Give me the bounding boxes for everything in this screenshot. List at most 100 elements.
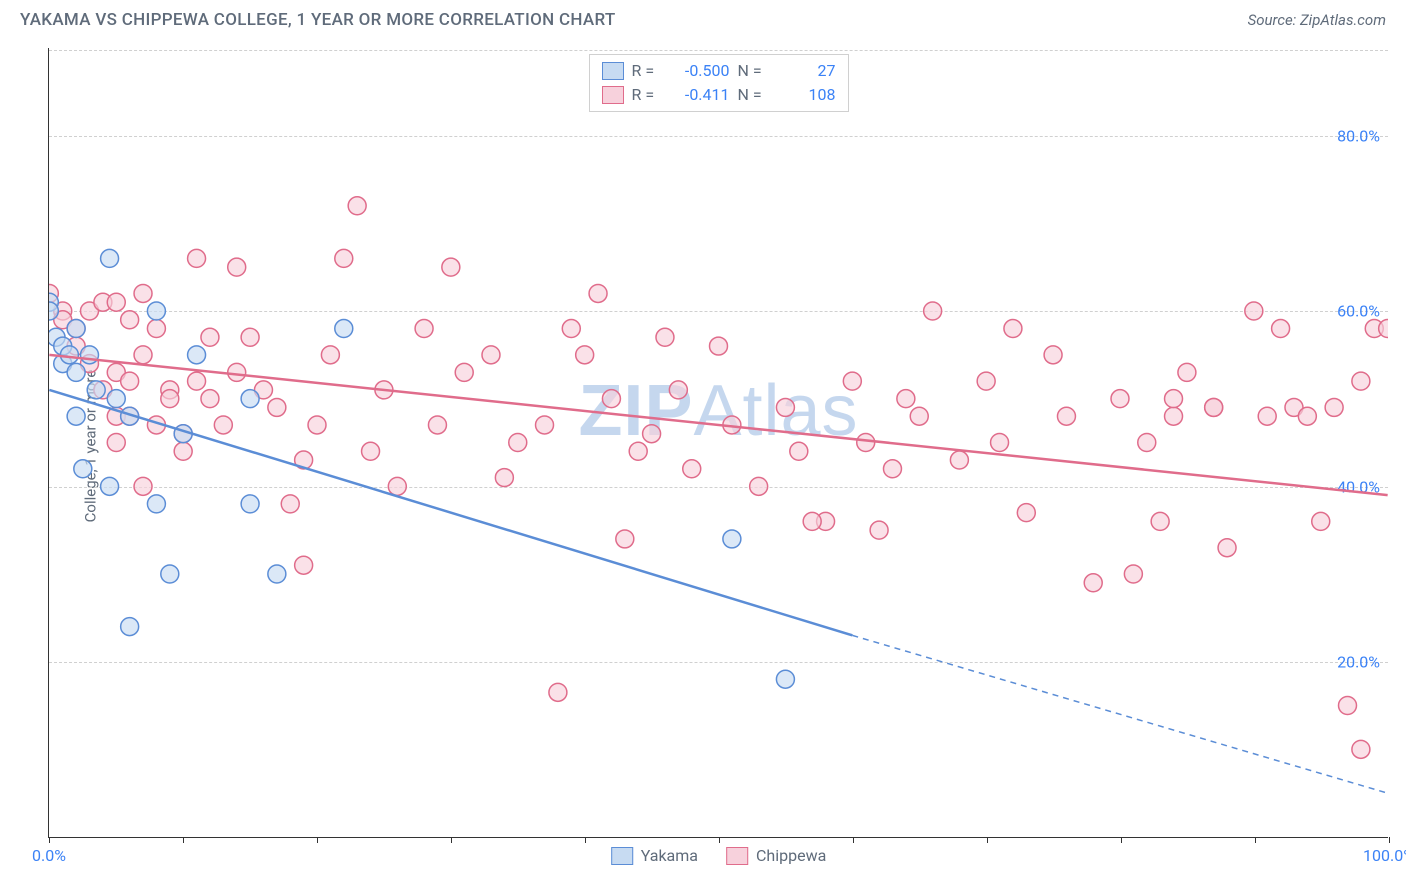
scatter-point <box>241 328 259 346</box>
scatter-point <box>268 565 286 583</box>
scatter-point <box>335 249 353 267</box>
series-legend: Yakama Chippewa <box>611 846 827 865</box>
scatter-point <box>1057 407 1075 425</box>
trend-line-yakama-extrapolated <box>852 635 1387 793</box>
scatter-point <box>950 451 968 469</box>
scatter-point <box>121 311 139 329</box>
scatter-point <box>134 284 152 302</box>
scatter-point <box>602 390 620 408</box>
scatter-point <box>576 346 594 364</box>
scatter-point <box>67 363 85 381</box>
scatter-point <box>362 442 380 460</box>
scatter-point <box>776 398 794 416</box>
scatter-point <box>629 442 647 460</box>
scatter-point <box>1298 407 1316 425</box>
scatter-point <box>455 363 473 381</box>
swatch-yakama <box>602 62 624 80</box>
scatter-point <box>883 460 901 478</box>
scatter-point <box>241 390 259 408</box>
scatter-point <box>147 495 165 513</box>
scatter-point <box>495 469 513 487</box>
legend-row-chippewa: R = -0.411 N = 108 <box>602 83 836 107</box>
x-tick <box>1255 837 1256 843</box>
scatter-point <box>1124 565 1142 583</box>
scatter-point <box>803 512 821 530</box>
scatter-point <box>101 477 119 495</box>
x-tick <box>317 837 318 843</box>
scatter-point <box>1111 390 1129 408</box>
swatch-chippewa <box>602 86 624 104</box>
scatter-point <box>214 416 232 434</box>
scatter-point <box>857 434 875 452</box>
scatter-point <box>1205 398 1223 416</box>
scatter-point <box>1178 363 1196 381</box>
scatter-point <box>897 390 915 408</box>
scatter-point <box>843 372 861 390</box>
scatter-point <box>201 328 219 346</box>
scatter-point <box>295 556 313 574</box>
scatter-point <box>74 460 92 478</box>
scatter-point <box>67 407 85 425</box>
scatter-point <box>281 495 299 513</box>
scatter-point <box>669 381 687 399</box>
scatter-point <box>241 495 259 513</box>
scatter-point <box>1218 539 1236 557</box>
scatter-point <box>562 320 580 338</box>
swatch-chippewa-bottom <box>726 847 748 865</box>
scatter-point <box>101 249 119 267</box>
chart-plot-area: ZIPAtlas R = -0.500 N = 27 R = -0.411 N … <box>48 48 1388 838</box>
scatter-point <box>161 565 179 583</box>
x-tick <box>1389 837 1390 843</box>
legend-item-yakama: Yakama <box>611 846 698 865</box>
scatter-plot-svg <box>49 48 1388 837</box>
scatter-point <box>188 249 206 267</box>
scatter-point <box>335 320 353 338</box>
scatter-point <box>870 521 888 539</box>
legend-item-chippewa: Chippewa <box>726 846 826 865</box>
x-tick-label: 0.0% <box>32 846 66 865</box>
scatter-point <box>1044 346 1062 364</box>
scatter-point <box>121 618 139 636</box>
scatter-point <box>147 320 165 338</box>
scatter-point <box>589 284 607 302</box>
scatter-point <box>1151 512 1169 530</box>
scatter-point <box>107 293 125 311</box>
scatter-point <box>1084 574 1102 592</box>
scatter-point <box>121 372 139 390</box>
x-tick <box>987 837 988 843</box>
scatter-point <box>549 683 567 701</box>
scatter-point <box>268 398 286 416</box>
scatter-point <box>428 416 446 434</box>
scatter-point <box>134 346 152 364</box>
scatter-point <box>643 425 661 443</box>
x-tick <box>451 837 452 843</box>
swatch-yakama-bottom <box>611 847 633 865</box>
scatter-point <box>683 460 701 478</box>
scatter-point <box>442 258 460 276</box>
x-tick <box>853 837 854 843</box>
x-tick-label: 100.0% <box>1363 846 1406 865</box>
scatter-point <box>723 530 741 548</box>
scatter-point <box>790 442 808 460</box>
scatter-point <box>536 416 554 434</box>
scatter-point <box>509 434 527 452</box>
scatter-point <box>1245 302 1263 320</box>
scatter-point <box>1352 372 1370 390</box>
x-tick <box>183 837 184 843</box>
scatter-point <box>174 442 192 460</box>
scatter-point <box>1004 320 1022 338</box>
scatter-point <box>750 477 768 495</box>
scatter-point <box>910 407 928 425</box>
scatter-point <box>188 372 206 390</box>
scatter-point <box>134 477 152 495</box>
scatter-point <box>1258 407 1276 425</box>
scatter-point <box>201 390 219 408</box>
scatter-point <box>415 320 433 338</box>
scatter-point <box>348 197 366 215</box>
x-tick <box>1121 837 1122 843</box>
scatter-point <box>1339 697 1357 715</box>
x-tick <box>49 837 50 843</box>
scatter-point <box>776 670 794 688</box>
scatter-point <box>1312 512 1330 530</box>
scatter-point <box>977 372 995 390</box>
